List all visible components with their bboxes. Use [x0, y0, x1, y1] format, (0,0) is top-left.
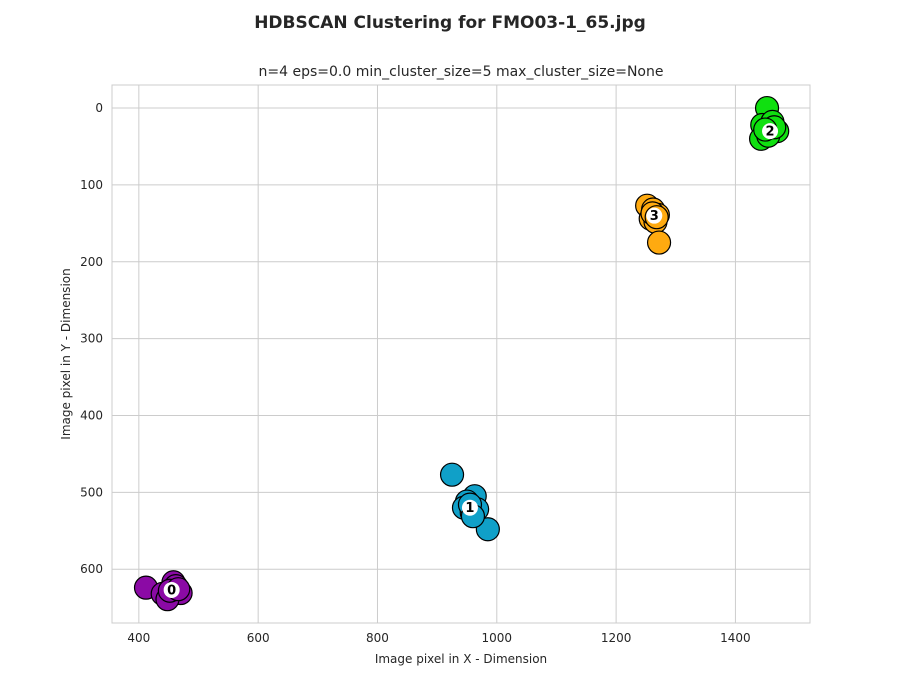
- x-tick-label: 1200: [601, 631, 632, 645]
- cluster-label-badge: [646, 207, 663, 224]
- y-tick-label: 200: [80, 255, 103, 269]
- data-point: [439, 462, 465, 487]
- x-tick-label: 800: [366, 631, 389, 645]
- x-tick-label: 600: [247, 631, 270, 645]
- y-axis-ticks: 0 100 200 300 400 500 600: [80, 101, 103, 576]
- cluster-label: 2: [766, 125, 775, 140]
- y-tick-label: 100: [80, 178, 103, 192]
- x-tick-label: 400: [127, 631, 150, 645]
- chart-title: HDBSCAN Clustering for FMO03-1_65.jpg: [254, 13, 646, 33]
- x-tick-label: 1000: [482, 631, 513, 645]
- y-tick-label: 0: [95, 101, 103, 115]
- cluster-label: 0: [167, 583, 176, 598]
- grid: [112, 85, 810, 623]
- y-tick-label: 300: [80, 332, 103, 346]
- plot-area: [111, 84, 811, 624]
- cluster-label-badge: [762, 123, 779, 140]
- data-point: [646, 230, 672, 255]
- chart-subtitle: n=4 eps=0.0 min_cluster_size=5 max_clust…: [259, 64, 664, 80]
- y-axis-label: Image pixel in Y - Dimension: [59, 268, 73, 439]
- cluster-labels: 0 1 2 3: [163, 123, 779, 598]
- cluster-label-badge: [461, 499, 478, 516]
- y-tick-label: 600: [80, 562, 103, 576]
- cluster-label-badge: [163, 581, 180, 598]
- x-axis-ticks: 400 600 800 1000 1200 1400: [127, 631, 750, 645]
- cluster-label: 1: [465, 501, 474, 516]
- x-axis-label: Image pixel in X - Dimension: [375, 652, 547, 666]
- cluster-label: 3: [650, 209, 659, 224]
- x-tick-label: 1400: [720, 631, 751, 645]
- y-tick-label: 400: [80, 408, 103, 422]
- y-tick-label: 500: [80, 485, 103, 499]
